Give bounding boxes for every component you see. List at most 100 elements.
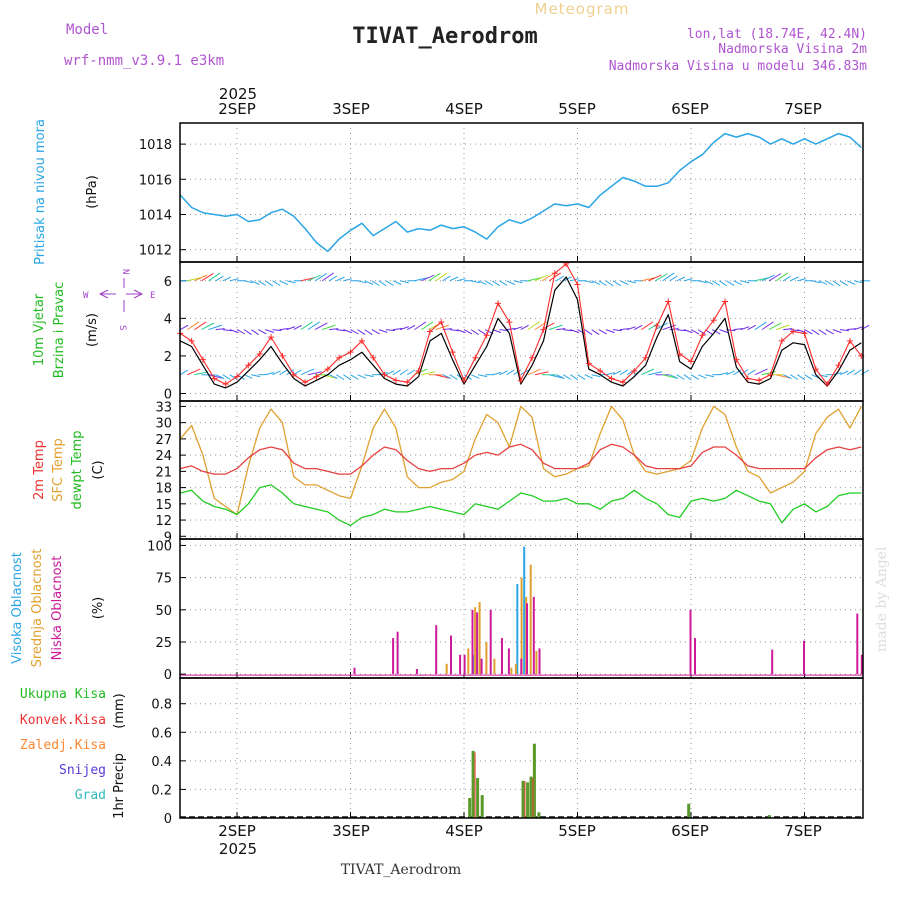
compass-n: N [120, 269, 130, 274]
wind-arrow [286, 369, 295, 376]
compass-e: E [150, 291, 155, 301]
wind-ytick-label: 4 [164, 312, 172, 327]
wind-arrow [265, 372, 275, 376]
top-date-axis: 2SEP 3SEP 4SEP 5SEP 6SEP 7SEP [218, 100, 822, 118]
cloud-low-bar [689, 609, 692, 675]
gust-marker [835, 362, 842, 369]
wind-arrow [712, 329, 721, 335]
wind-arrow [222, 276, 232, 282]
pressure-ytick-label: 1018 [139, 138, 172, 153]
gust-marker [290, 371, 297, 378]
temp-ytick-label: 30 [155, 417, 172, 432]
wind-arrow [414, 321, 427, 331]
wind-arrow [286, 326, 296, 331]
wind-arrow [555, 275, 565, 282]
wind-arrow [506, 369, 515, 376]
wind-arrow [314, 322, 328, 331]
wind-arrow [513, 369, 522, 376]
cloud-low-bar [507, 648, 510, 675]
wind-arrow [548, 272, 561, 282]
wind-arrow [399, 326, 409, 331]
top-date-3sep: 3SEP [332, 100, 370, 118]
wind-arrow [591, 374, 601, 378]
wind-arrow [790, 276, 799, 282]
wind-arrow [407, 324, 416, 331]
wind-arrow [605, 329, 615, 334]
pressure-ytick-label: 1014 [139, 208, 172, 223]
wind-arrow [513, 326, 523, 331]
wind-arrow [279, 369, 288, 376]
wind-arrow [300, 321, 313, 331]
precip-total-bar [521, 780, 525, 818]
gust-marker [529, 354, 536, 361]
wind-arrow [790, 374, 799, 380]
wind-arrow [563, 329, 573, 332]
wind-arrow [293, 369, 302, 376]
wind-arrow [329, 328, 339, 331]
temp-ytick-label: 33 [155, 400, 172, 415]
wind-arrow [641, 321, 654, 331]
wind-arrow [605, 280, 614, 287]
cloud-unit: (%) [91, 597, 106, 620]
wind-arrow [520, 324, 529, 331]
wind-arrow [477, 329, 486, 336]
wind-arrow [818, 329, 827, 336]
wind-arrow [704, 280, 714, 285]
wind-arrow [612, 370, 622, 376]
wind-arrow [776, 374, 790, 379]
wind-unit: (m/s) [85, 313, 100, 347]
wind-arrow [187, 321, 200, 331]
wind-arrow [392, 369, 401, 376]
wind-arrow [584, 329, 593, 336]
wind-arrow [719, 372, 729, 376]
legend-snow: Snijeg [59, 763, 106, 778]
wind-arrow [470, 280, 481, 284]
wind-arrow [655, 273, 668, 282]
temp-ytick-label: 12 [155, 514, 172, 529]
temp-axis-title-1: 2m Temp [32, 440, 47, 500]
precip-ytick-label: 0.2 [151, 783, 172, 798]
wind-arrow [712, 280, 721, 286]
wind-arrow [336, 374, 345, 380]
bottom-date-3sep: 3SEP [332, 822, 370, 840]
bottom-date-2sep: 2SEP [218, 822, 256, 840]
top-date-5sep: 5SEP [558, 100, 596, 118]
wind-arrow [258, 329, 267, 335]
page-title: TIVAT_Aerodrom [352, 24, 537, 49]
wind-arrow [265, 329, 275, 333]
wind-arrow [641, 368, 655, 376]
cloud-bars [353, 546, 863, 675]
wind-arrow [279, 280, 289, 285]
gust-marker [449, 349, 456, 356]
wind-arrow [683, 278, 693, 282]
precip-total-bar [471, 750, 475, 818]
wind-arrow [222, 329, 232, 332]
wind-arrow [478, 374, 488, 378]
wind-arrow [236, 329, 246, 335]
cloud-low-bar [771, 649, 774, 675]
year-bottom: 2025 [219, 840, 257, 858]
wind-arrow [392, 280, 402, 285]
cloud-mid-bar [535, 651, 538, 675]
cloud-low-bar [532, 596, 535, 675]
gust-marker [199, 356, 206, 363]
wind-arrow [832, 329, 842, 334]
temp-ytick-label: 24 [155, 449, 172, 464]
cloud-mid-bar [445, 663, 448, 675]
gust-marker [461, 377, 467, 384]
wind-arrow [556, 374, 565, 379]
wind-arrow [847, 328, 857, 331]
wind-arrow [612, 280, 621, 287]
wind-arrow [378, 329, 388, 333]
cloud-mid-bar [485, 642, 488, 675]
wind-compass-legend: N S W E [83, 269, 155, 330]
precip-total-bar [687, 803, 691, 818]
gust-marker [483, 332, 490, 339]
wind-arrow [492, 372, 502, 376]
wind-arrow [697, 280, 708, 284]
wind-arrow [364, 329, 373, 336]
gust-marker [710, 317, 717, 324]
wind-arrow [307, 274, 321, 282]
wind-arrow [322, 374, 336, 379]
